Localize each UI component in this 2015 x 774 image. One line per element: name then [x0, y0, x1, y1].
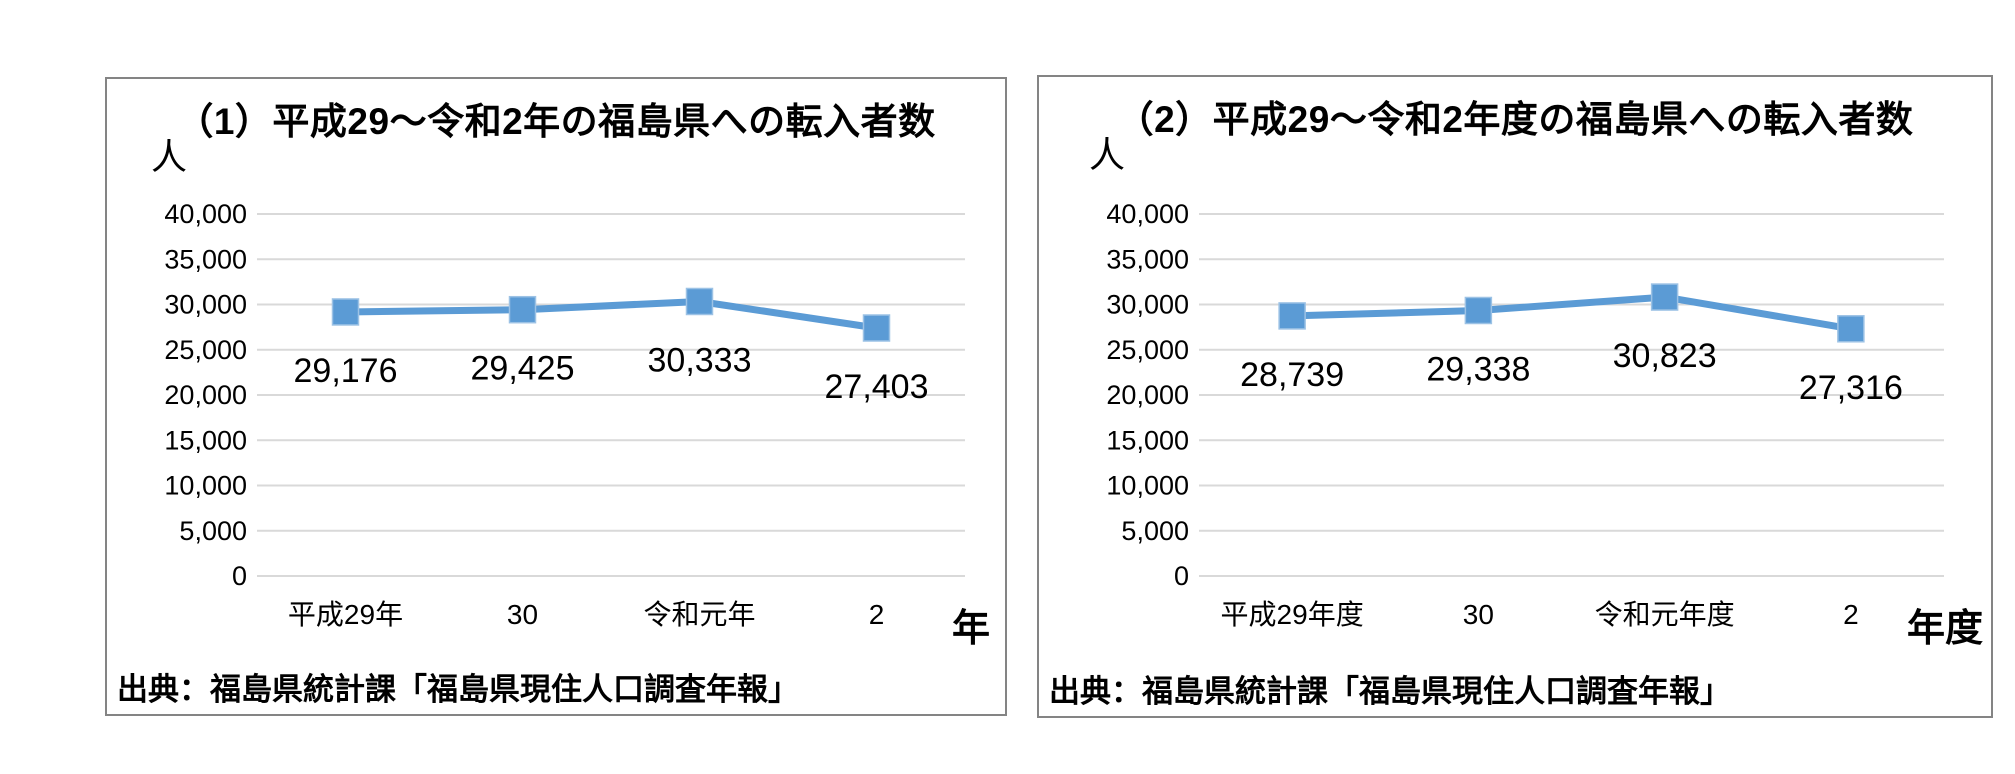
chart-svg-2: 40,00035,00030,00025,00020,00015,00010,0…	[1089, 134, 1983, 650]
y-tick-label: 25,000	[1106, 335, 1189, 365]
chart-panel-2: （2）平成29～令和2年度の福島県への転入者数 40,000 35,000 30,0…	[1037, 75, 1993, 718]
chart-title-2: （2）平成29～令和2年度の福島県への転入者数	[1116, 99, 1914, 140]
data-label: 27,316	[1799, 369, 1903, 407]
y-axis-unit-label: 人	[1089, 134, 1125, 175]
x-tick-label: 平成29年度	[1221, 599, 1364, 630]
data-point-marker	[1650, 283, 1679, 311]
data-label: 29,338	[1426, 350, 1530, 388]
y-tick-label: 40,000	[1106, 199, 1189, 229]
y-tick-label: 15,000	[164, 425, 247, 455]
x-axis-unit-label: 年	[952, 608, 990, 650]
data-point-marker	[1278, 302, 1306, 330]
x-tick-label: 令和元年度	[1595, 599, 1735, 630]
y-tick-label: 40,000	[164, 199, 247, 229]
data-label: 28,739	[1240, 356, 1344, 394]
data-point-marker	[685, 287, 714, 316]
y-tick-label: 30,000	[1106, 290, 1189, 320]
y-axis-unit-label: 人	[151, 136, 187, 177]
chart-svg-1: 40,00035,00030,00025,00020,00015,00010,0…	[151, 136, 990, 650]
x-tick-label: 2	[1843, 599, 1859, 630]
y-tick-label: 30,000	[164, 290, 247, 320]
data-label: 29,425	[471, 350, 575, 388]
data-point-marker	[508, 295, 537, 324]
y-tick-label: 35,000	[1106, 244, 1189, 274]
data-point-marker	[1837, 315, 1865, 343]
x-axis-unit-label: 年度	[1907, 608, 1983, 650]
y-tick-label: 15,000	[1106, 425, 1189, 455]
x-tick-label: 30	[1463, 599, 1494, 630]
data-label: 29,176	[294, 352, 398, 390]
y-tick-label: 10,000	[164, 471, 247, 501]
y-tick-label: 10,000	[1106, 471, 1189, 501]
y-tick-label: 20,000	[1106, 380, 1189, 410]
data-point-marker	[862, 314, 891, 342]
y-tick-label: 20,000	[164, 380, 247, 410]
data-point-marker	[331, 298, 360, 326]
y-tick-label: 35,000	[164, 244, 247, 274]
x-tick-label: 30	[507, 599, 538, 630]
y-tick-label: 0	[232, 561, 247, 591]
data-point-marker	[1464, 296, 1493, 325]
source-note-1: 出典：福島県統計課「福島県現住人口調査年報」	[117, 672, 799, 707]
chart-panel-1: （1）平成29～令和2年の福島県への転入者数 40,000 35,000 30,00…	[105, 77, 1007, 716]
data-label: 30,823	[1613, 337, 1717, 375]
series-line	[1288, 293, 1855, 333]
line-chart-2: 40,000 35,000 30,000 25,000 20,000 15,000 10,0…	[1039, 77, 1991, 716]
x-tick-label: 平成29年	[288, 599, 403, 630]
data-label: 27,403	[825, 368, 929, 406]
source-note-2: 出典：福島県統計課「福島県現住人口調査年報」	[1049, 674, 1731, 709]
y-tick-label: 25,000	[164, 335, 247, 365]
x-tick-label: 令和元年	[643, 599, 755, 630]
y-tick-label: 5,000	[179, 516, 247, 546]
x-tick-label: 2	[869, 599, 885, 630]
data-label: 30,333	[648, 341, 752, 379]
series-line	[342, 297, 880, 332]
y-tick-label: 5,000	[1121, 516, 1189, 546]
y-tick-label: 0	[1174, 561, 1189, 591]
chart-title-1: （1）平成29～令和2年の福島県への転入者数	[176, 101, 936, 142]
line-chart-1: 40,000 35,000 30,000 25,000 20,000 15,000 10,0…	[107, 79, 1005, 714]
